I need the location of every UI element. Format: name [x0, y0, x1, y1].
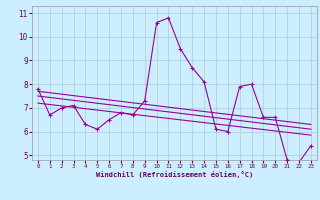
X-axis label: Windchill (Refroidissement éolien,°C): Windchill (Refroidissement éolien,°C) [96, 171, 253, 178]
